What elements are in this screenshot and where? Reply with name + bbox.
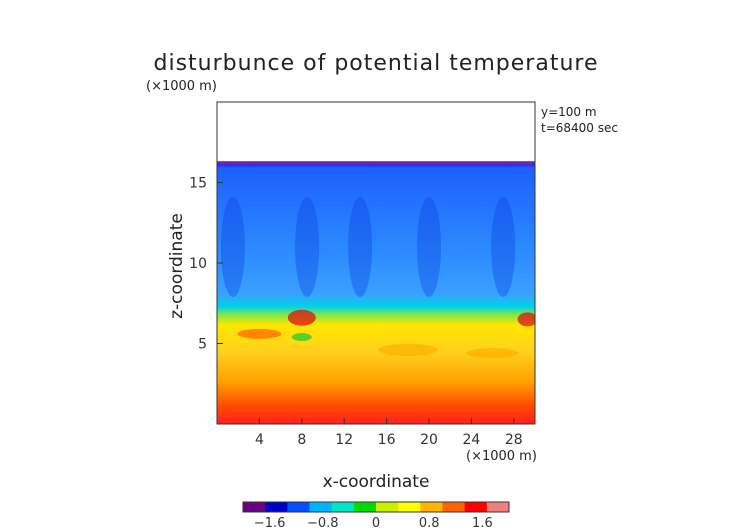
orange-band xyxy=(237,328,282,339)
colorbar-swatch-0 xyxy=(243,502,266,512)
cold-column-4 xyxy=(417,196,441,297)
colorbar-tick-label-4: 1.6 xyxy=(472,516,493,531)
z-tick-label-0: 5 xyxy=(198,337,207,353)
z-tick-label-1: 10 xyxy=(189,256,207,272)
cold-column-1 xyxy=(220,196,245,297)
top-boundary-band xyxy=(217,161,535,165)
z-unit-label: (×1000 m) xyxy=(146,79,217,94)
cold-column-2 xyxy=(295,196,320,297)
annotation-y: y=100 m xyxy=(541,105,597,119)
colorbar-swatch-6 xyxy=(376,502,399,512)
colorbar-tick-label-3: 0.8 xyxy=(419,516,440,531)
x-tick-label-2: 12 xyxy=(335,432,353,448)
colorbar-swatch-10 xyxy=(464,502,488,512)
z-axis-label: z-coordinate xyxy=(167,213,187,319)
yellow-eddy-2 xyxy=(466,348,519,359)
annotation-t: t=68400 sec xyxy=(541,121,618,135)
cold-column-5 xyxy=(491,196,516,297)
colorbar-tick-label-2: 0 xyxy=(372,516,380,531)
colorbar-frame xyxy=(242,501,510,513)
colorbar-swatch-1 xyxy=(265,502,288,512)
cold-column-3 xyxy=(348,196,373,297)
plot-area xyxy=(217,161,535,424)
x-tick-label-6: 28 xyxy=(505,432,523,448)
z-axis-ticks: 5 10 15 xyxy=(189,176,223,353)
colorbar-tick-label-0: −1.6 xyxy=(254,516,286,531)
chart-title: disturbunce of potential temperature xyxy=(154,51,599,76)
field-fill xyxy=(217,163,535,424)
colorbar-ticks: −1.6 −0.8 0 0.8 1.6 xyxy=(254,516,493,531)
colorbar-swatch-8 xyxy=(420,502,443,512)
yellow-eddy-1 xyxy=(377,343,438,356)
field-features xyxy=(217,161,535,359)
x-tick-label-3: 16 xyxy=(378,432,396,448)
x-tick-label-0: 4 xyxy=(255,432,264,448)
colorbar-swatch-5 xyxy=(353,502,377,512)
green-filament-1 xyxy=(291,333,312,342)
colorbar xyxy=(242,501,510,513)
x-tick-label-4: 20 xyxy=(420,432,438,448)
colorbar-tick-label-1: −0.8 xyxy=(307,516,339,531)
colorbar-swatch-11 xyxy=(486,502,510,512)
colorbar-swatch-9 xyxy=(442,502,466,512)
warm-bubble-2 xyxy=(517,312,535,327)
z-tick-label-2: 15 xyxy=(189,176,207,192)
x-axis-ticks: 4 8 12 16 20 24 28 xyxy=(255,418,523,448)
x-unit-label: (×1000 m) xyxy=(466,449,537,464)
colorbar-swatch-2 xyxy=(287,502,310,512)
warm-bubble-1 xyxy=(287,309,316,326)
colorbar-swatch-7 xyxy=(398,502,421,512)
colorbar-swatch-3 xyxy=(309,502,333,512)
x-tick-label-1: 8 xyxy=(297,432,306,448)
x-tick-label-5: 24 xyxy=(462,432,480,448)
colorbar-swatch-4 xyxy=(331,502,355,512)
x-axis-label: x-coordinate xyxy=(323,472,430,492)
